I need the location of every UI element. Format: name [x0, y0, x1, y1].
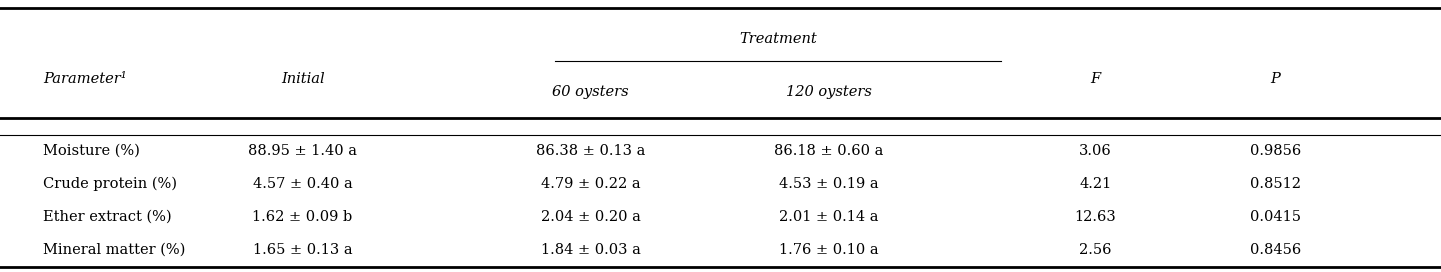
- Text: 0.0415: 0.0415: [1249, 210, 1301, 224]
- Text: 1.84 ± 0.03 a: 1.84 ± 0.03 a: [540, 243, 641, 257]
- Text: 4.57 ± 0.40 a: 4.57 ± 0.40 a: [252, 177, 353, 191]
- Text: F: F: [1089, 72, 1101, 86]
- Text: 4.53 ± 0.19 a: 4.53 ± 0.19 a: [778, 177, 879, 191]
- Text: Moisture (%): Moisture (%): [43, 144, 140, 158]
- Text: 0.8512: 0.8512: [1249, 177, 1301, 191]
- Text: 0.9856: 0.9856: [1249, 144, 1301, 158]
- Text: Ether extract (%): Ether extract (%): [43, 210, 171, 224]
- Text: 1.65 ± 0.13 a: 1.65 ± 0.13 a: [252, 243, 353, 257]
- Text: 88.95 ± 1.40 a: 88.95 ± 1.40 a: [248, 144, 357, 158]
- Text: 4.21: 4.21: [1079, 177, 1111, 191]
- Text: 2.56: 2.56: [1079, 243, 1111, 257]
- Text: Crude protein (%): Crude protein (%): [43, 177, 177, 191]
- Text: 86.38 ± 0.13 a: 86.38 ± 0.13 a: [536, 144, 646, 158]
- Text: Parameter¹: Parameter¹: [43, 72, 127, 86]
- Text: 2.04 ± 0.20 a: 2.04 ± 0.20 a: [540, 210, 641, 224]
- Text: 0.8456: 0.8456: [1249, 243, 1301, 257]
- Text: Mineral matter (%): Mineral matter (%): [43, 243, 186, 257]
- Text: 12.63: 12.63: [1075, 210, 1115, 224]
- Text: 2.01 ± 0.14 a: 2.01 ± 0.14 a: [778, 210, 879, 224]
- Text: 4.79 ± 0.22 a: 4.79 ± 0.22 a: [540, 177, 641, 191]
- Text: Treatment: Treatment: [739, 32, 817, 47]
- Text: 3.06: 3.06: [1079, 144, 1111, 158]
- Text: 1.76 ± 0.10 a: 1.76 ± 0.10 a: [778, 243, 879, 257]
- Text: Initial: Initial: [281, 72, 324, 86]
- Text: 86.18 ± 0.60 a: 86.18 ± 0.60 a: [774, 144, 883, 158]
- Text: 60 oysters: 60 oysters: [552, 85, 630, 100]
- Text: 1.62 ± 0.09 b: 1.62 ± 0.09 b: [252, 210, 353, 224]
- Text: P: P: [1271, 72, 1280, 86]
- Text: 120 oysters: 120 oysters: [785, 85, 872, 100]
